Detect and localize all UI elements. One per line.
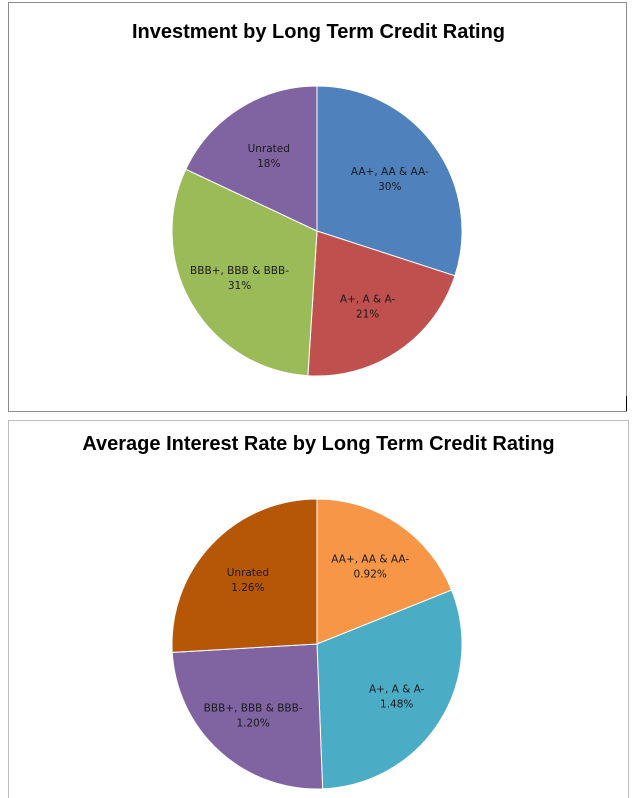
slice-label-unrated: Unrated [248,143,290,155]
slice-label-unrated: Unrated [227,567,269,579]
slice-label-bbb-bbb-bbb: BBB+, BBB & BBB- [204,702,303,714]
panel-edge-mark [626,396,627,411]
slice-value-aa-aa-aa: 30% [378,181,401,193]
slice-label-aa-aa-aa: AA+, AA & AA- [351,166,429,178]
slice-label-a-a-a: A+, A & A- [340,293,396,305]
slice-value-bbb-bbb-bbb: 1.20% [236,717,269,729]
slice-value-unrated: 18% [257,158,280,170]
pie-slice-a-a-a [307,230,456,377]
slice-value-unrated: 1.26% [231,582,264,594]
pie-slice-unrated [171,498,318,653]
pie-slice-bbb-bbb-bbb [171,168,318,377]
slice-label-a-a-a: A+, A & A- [369,684,425,696]
slice-value-aa-aa-aa: 0.92% [354,568,387,580]
slice-value-a-a-a: 21% [356,308,379,320]
pie-slice-unrated [185,85,318,232]
chart-title-investment: Investment by Long Term Credit Rating [132,21,505,43]
chart-title-interest-rate: Average Interest Rate by Long Term Credi… [82,433,555,455]
slice-value-a-a-a: 1.48% [380,699,413,711]
slice-value-bbb-bbb-bbb: 31% [228,280,251,292]
slice-label-bbb-bbb-bbb: BBB+, BBB & BBB- [190,265,289,277]
slice-label-aa-aa-aa: AA+, AA & AA- [331,553,409,565]
pie-slice-aa-aa-aa [316,498,453,645]
pie-slice-aa-aa-aa [316,85,463,277]
pie-slice-bbb-bbb-bbb [171,643,324,790]
pie-slice-a-a-a [316,589,463,790]
